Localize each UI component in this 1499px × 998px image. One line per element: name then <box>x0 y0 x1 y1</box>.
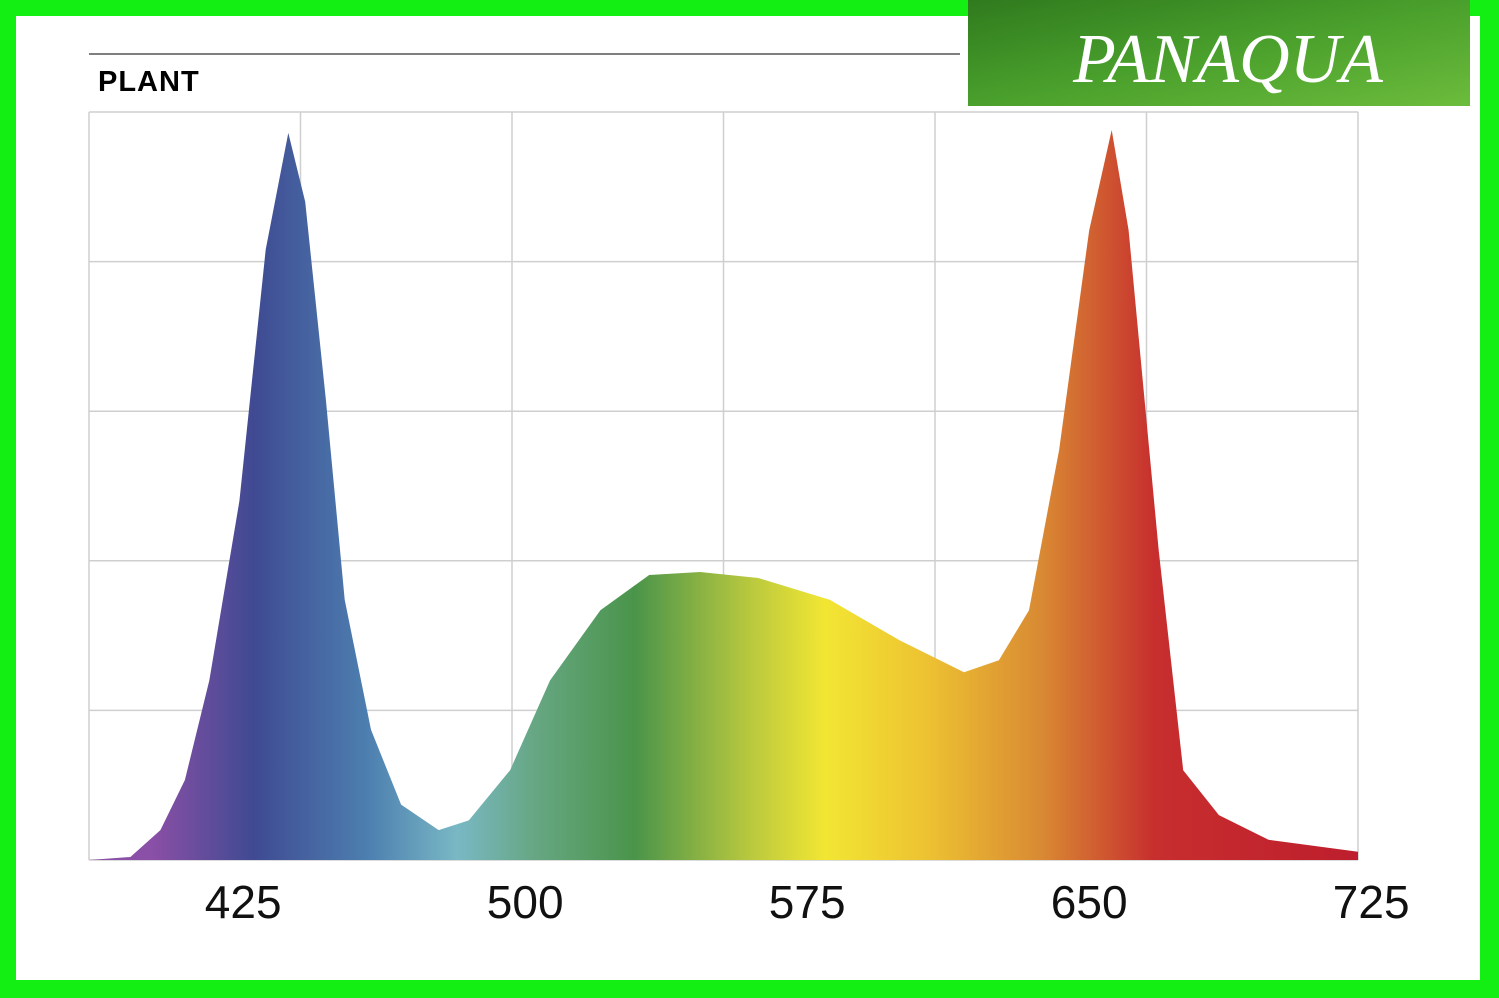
x-tick-label: 575 <box>769 876 846 928</box>
x-axis: 425 500 575 650 725 <box>205 876 1410 928</box>
x-tick-label: 650 <box>1051 876 1128 928</box>
spectrum-area <box>89 130 1358 860</box>
x-tick-label: 725 <box>1333 876 1410 928</box>
logo-box <box>968 0 1470 106</box>
x-tick-label: 425 <box>205 876 282 928</box>
chart-title: PLANT <box>98 66 200 98</box>
plot <box>89 130 1358 860</box>
logo: PANAQUA <box>1072 21 1383 98</box>
x-tick-label: 500 <box>487 876 564 928</box>
